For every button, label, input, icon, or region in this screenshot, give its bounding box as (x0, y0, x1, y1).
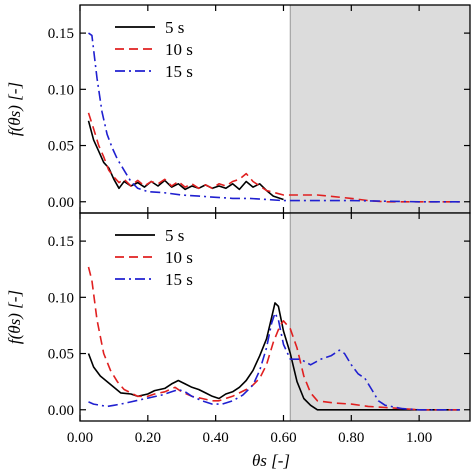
y-axis-title: f(θs) [-] (5, 82, 24, 136)
series-group (87, 266, 460, 411)
series-group (87, 32, 460, 203)
series-line-15s (88, 32, 460, 203)
x-tick-label: 0.20 (135, 430, 161, 446)
plot-frame (79, 212, 471, 422)
shaded-region (290, 213, 470, 421)
legend-label: 15 s (165, 62, 193, 81)
y-tick-label: 0.00 (48, 195, 74, 211)
panel-top: 0.00 0.05 0.10 0.15 f(θs) [-] 5 s 10 s 15 s (5, 4, 471, 214)
y-axis-title: f(θs) [-] (5, 290, 24, 344)
legend-label: 10 s (165, 40, 193, 59)
shaded-region (290, 5, 470, 213)
legend-label: 15 s (165, 270, 193, 289)
x-tick-label: 0.40 (203, 430, 229, 446)
legend-label: 10 s (165, 248, 193, 267)
x-tick-label: 0.00 (67, 430, 93, 446)
y-tick-label: 0.05 (48, 347, 74, 363)
y-tick-label: 0.05 (48, 139, 74, 155)
y-tick-label: 0.15 (48, 234, 74, 250)
y-tick-label: 0.15 (48, 26, 74, 42)
x-tick-label: 1.00 (406, 430, 432, 446)
series-line-10s (87, 112, 460, 203)
panel-bottom: 0.00 0.05 0.10 0.15 0.00 0.20 0.40 0.60 0.80 1.00… (5, 212, 471, 446)
y-tick-label: 0.10 (48, 290, 74, 306)
y-tick-label: 0.00 (48, 403, 74, 419)
legend-label: 5 s (165, 226, 184, 245)
series-line-5s (87, 120, 284, 201)
x-tick-label: 0.60 (270, 430, 296, 446)
y-tick-label: 0.10 (48, 82, 74, 98)
x-tick-label: 0.80 (338, 430, 364, 446)
series-line-10s (87, 266, 460, 411)
x-axis-title: θs [-] (252, 451, 290, 470)
series-line-15s (88, 312, 460, 411)
legend-label: 5 s (165, 18, 184, 37)
